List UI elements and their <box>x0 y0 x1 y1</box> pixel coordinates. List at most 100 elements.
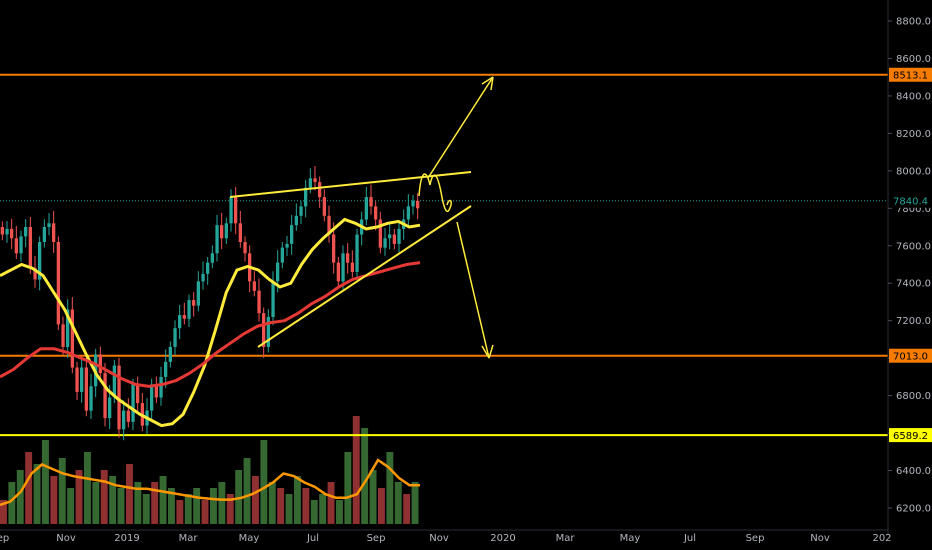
price-tick-label: 8200.0 <box>896 129 931 140</box>
price-candles <box>0 165 420 441</box>
candle-body <box>406 206 410 220</box>
volume-bar <box>394 482 402 524</box>
time-tick-label: Nov <box>56 533 76 544</box>
ma-200-line <box>0 261 421 388</box>
candle-body <box>229 197 233 224</box>
candle-body <box>271 281 275 317</box>
candle-body <box>103 373 107 419</box>
candle-body <box>318 182 322 198</box>
candle-body <box>378 219 382 248</box>
volume-bar <box>176 500 184 524</box>
candle-body <box>84 367 88 411</box>
volume-bar <box>201 500 209 524</box>
time-tick-label: Jul <box>683 533 696 544</box>
candle-body <box>336 262 340 282</box>
volume-bar <box>252 476 259 524</box>
candle-body <box>257 290 261 314</box>
candle-body <box>10 228 14 239</box>
candle-body <box>355 234 359 272</box>
time-tick-label: 2020 <box>490 533 515 544</box>
candle-body <box>346 253 350 263</box>
candle-body <box>98 354 102 374</box>
candle-body <box>383 238 387 248</box>
candle-body <box>187 300 191 319</box>
candle-body <box>388 234 392 239</box>
volume-bar <box>50 476 58 524</box>
candle-body <box>285 243 289 248</box>
candle-body <box>224 223 228 239</box>
candle-body <box>61 324 65 347</box>
price-tick-label: 6800.0 <box>896 391 931 402</box>
volume-bar <box>8 482 16 524</box>
level-badge-bg <box>889 348 932 363</box>
price-tick-label: 6400.0 <box>896 466 931 477</box>
drawings <box>229 76 494 359</box>
volume-bar <box>126 464 133 524</box>
candle-body <box>56 242 60 325</box>
candle-body <box>70 309 74 368</box>
candle-body <box>266 316 270 347</box>
volume-bar <box>285 494 293 524</box>
level-badge-bg <box>889 67 932 82</box>
candle-body <box>341 253 345 282</box>
volume-bar <box>310 500 318 524</box>
volume-bar <box>210 488 217 524</box>
ma-50-line <box>0 217 421 428</box>
candle-body <box>154 384 158 398</box>
candle-body <box>369 197 373 207</box>
arrow-up-line <box>427 76 494 179</box>
volume-bar <box>226 494 234 524</box>
candle-body <box>201 273 205 282</box>
level-badge: 8513.1 <box>893 71 928 82</box>
arrow-down-line <box>456 221 490 359</box>
candle-body <box>364 197 368 220</box>
support-trendline <box>257 205 472 348</box>
time-tick-label: Mar <box>179 533 199 544</box>
time-tick-label: May <box>239 533 260 544</box>
volume-bar <box>277 488 285 524</box>
candle-body <box>416 200 420 209</box>
volume-bar <box>134 482 142 524</box>
horizontal-levels <box>0 73 888 437</box>
candle-body <box>164 361 168 377</box>
volume-bar <box>268 482 276 524</box>
candle-body <box>33 268 37 280</box>
volume-bar <box>344 452 352 524</box>
candle-body <box>280 247 284 263</box>
candle-body <box>220 225 224 239</box>
candle-body <box>206 262 210 274</box>
candle-body <box>299 206 303 216</box>
volume-bar <box>109 476 117 524</box>
candle-body <box>42 227 46 242</box>
volume-bar <box>336 500 343 524</box>
volume-bar <box>42 440 49 524</box>
candle-body <box>290 225 294 244</box>
volume-bar <box>327 482 335 524</box>
volume-bar <box>92 482 100 524</box>
candle-body <box>392 234 396 244</box>
time-tick-label: 2019 <box>114 533 139 544</box>
candle-body <box>332 234 336 263</box>
candle-body <box>47 223 51 227</box>
candle-body <box>126 410 130 422</box>
candle-body <box>210 253 214 263</box>
volume-bar <box>352 416 360 524</box>
candle-body <box>0 227 4 235</box>
candle-body <box>24 227 28 237</box>
level-badge-bg <box>889 428 932 443</box>
candle-body <box>168 346 172 362</box>
candle-body <box>52 223 56 242</box>
volume-ma-line <box>0 458 420 507</box>
candle-body <box>66 309 70 347</box>
time-tick-label: Sep <box>746 533 765 544</box>
level-badge: 6589.2 <box>893 431 928 442</box>
volume-bar <box>151 482 159 524</box>
volume-bar <box>159 476 167 524</box>
candle-body <box>150 384 154 411</box>
volume-bar <box>84 452 91 524</box>
volume-bar <box>75 470 83 524</box>
candle-body <box>304 187 308 207</box>
